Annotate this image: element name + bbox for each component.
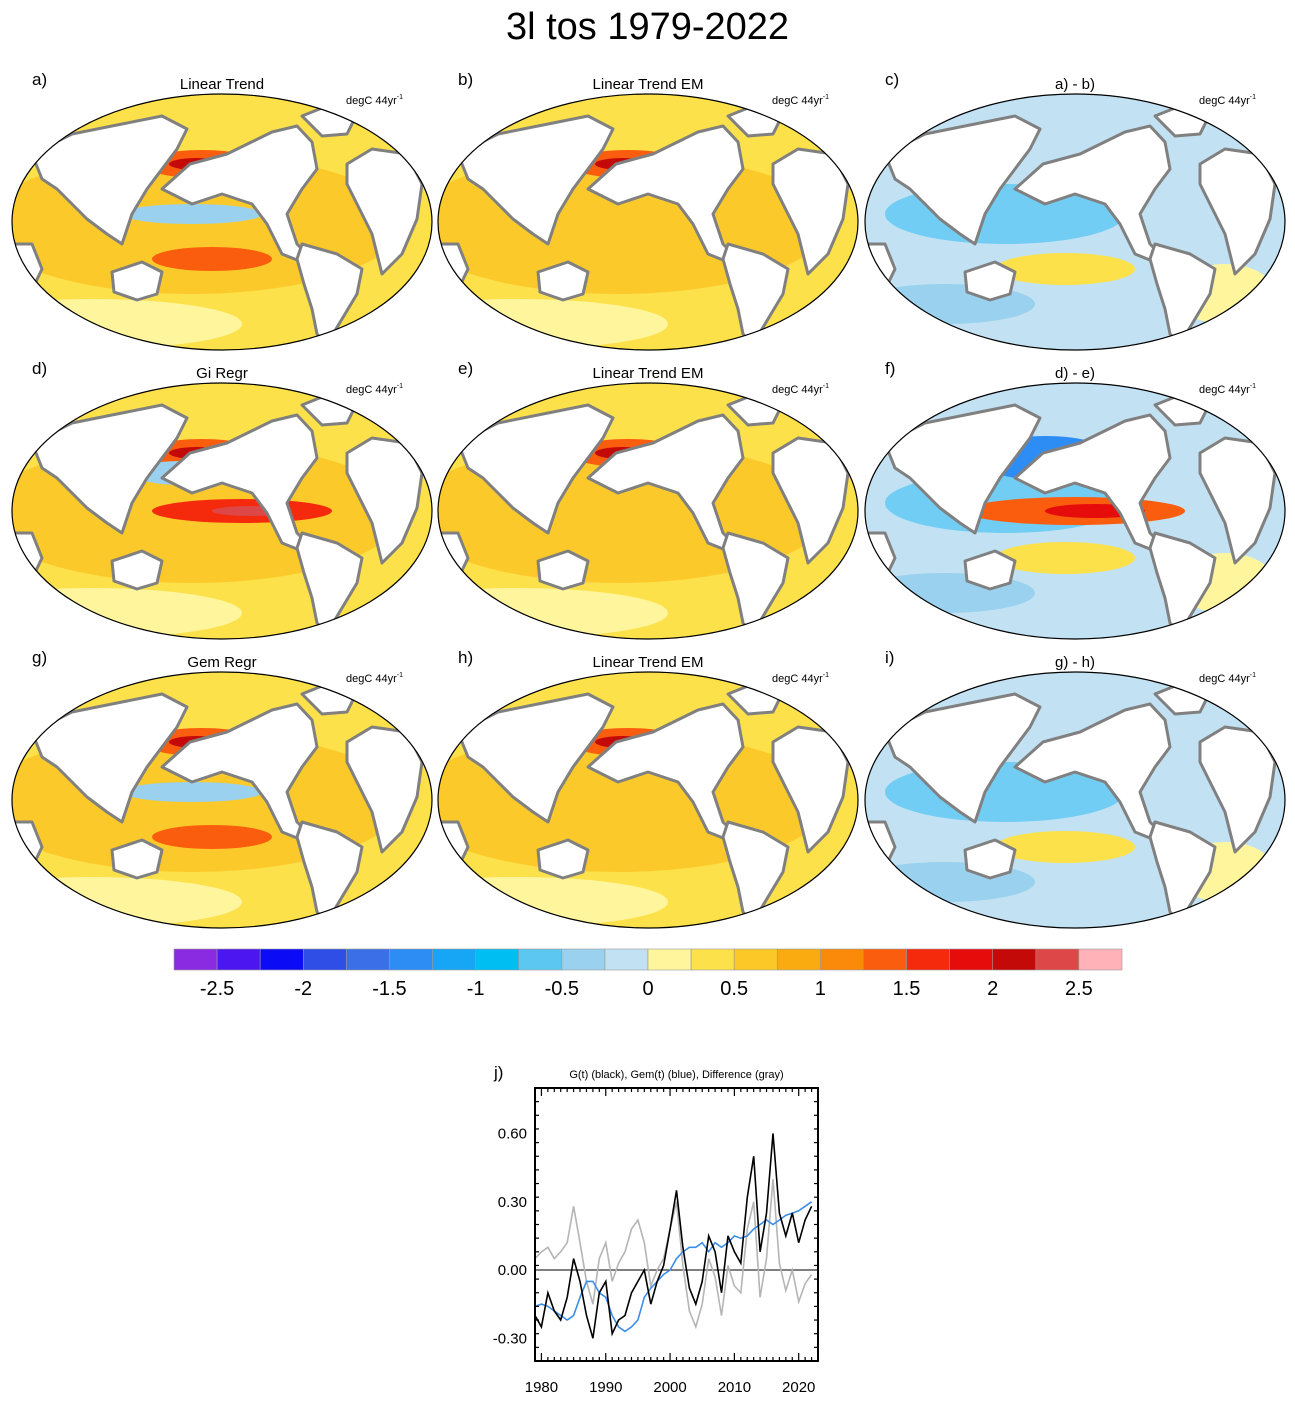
colorbar-box — [992, 948, 1037, 971]
panel-units: degC 44yr-1 — [772, 94, 829, 107]
panel-units: degC 44yr-1 — [1199, 672, 1256, 685]
panel-units-superscript: -1 — [823, 94, 829, 101]
map-panel: e) Linear Trend EM degC 44yr-1 — [437, 359, 859, 640]
colorbar-box — [690, 948, 735, 971]
panel-units-superscript: -1 — [1250, 94, 1256, 101]
panel-letter: h) — [458, 648, 473, 667]
panel-title: g) - h) — [1055, 654, 1095, 671]
colorbar-tick-label: 1.5 — [893, 978, 921, 1000]
colorbar-box — [561, 948, 606, 971]
panel-letter: f) — [885, 359, 895, 378]
x-tick-label: 1990 — [589, 1379, 622, 1396]
page-title: 3l tos 1979-2022 — [505, 6, 790, 48]
timeseries-chart: 1980 1990 2000 2010 2020 -0.30 0.00 0.30 0.60 j) G… — [493, 1063, 819, 1396]
map-panel: c) a) - b) degC 44yr-1 — [864, 70, 1286, 351]
panel-letter: a) — [32, 70, 47, 89]
panel-units: degC 44yr-1 — [346, 94, 403, 107]
panel-units-superscript: -1 — [397, 672, 403, 679]
panel-letter: d) — [32, 359, 47, 378]
colorbar-box — [949, 948, 994, 971]
panel-title: Linear Trend — [180, 76, 264, 93]
colorbar: -2.5 -2 -1.5 -1 -0.5 0 0.5 1 1.5 2 2.5 — [173, 948, 1123, 1000]
map-panel: a) Linear Trend degC 44yr-1 — [11, 70, 433, 351]
panel-units-superscript: -1 — [823, 383, 829, 390]
colorbar-box — [173, 948, 218, 971]
colorbar-box — [906, 948, 950, 971]
y-tick-label: 0.00 — [498, 1262, 527, 1279]
panel-units-superscript: -1 — [1250, 383, 1256, 390]
series-line — [534, 1178, 813, 1330]
map-panel: b) Linear Trend EM degC 44yr-1 — [437, 70, 859, 351]
panel-letter: i) — [885, 648, 894, 667]
colorbar-tick-label: 2.5 — [1065, 978, 1093, 1000]
panel-letter: j) — [493, 1063, 503, 1082]
colorbar-tick-label: -0.5 — [545, 978, 579, 1000]
colorbar-tick-label: 0.5 — [720, 978, 748, 1000]
map-panel: i) g) - h) degC 44yr-1 — [864, 648, 1286, 929]
colorbar-tick-label: -2 — [294, 978, 312, 1000]
colorbar-box — [1078, 948, 1123, 971]
map-panel: g) Gem Regr degC 44yr-1 — [11, 648, 433, 929]
panel-title: Linear Trend EM — [593, 654, 704, 671]
panel-letter: b) — [458, 70, 473, 89]
panel-units: degC 44yr-1 — [1199, 383, 1256, 396]
colorbar-box — [820, 948, 864, 971]
colorbar-box — [733, 948, 778, 971]
colorbar-box — [518, 948, 563, 971]
y-tick-label: -0.30 — [493, 1330, 527, 1347]
colorbar-box — [647, 948, 692, 971]
colorbar-box — [475, 948, 520, 971]
colorbar-tick-label: 0 — [642, 978, 653, 1000]
panel-units: degC 44yr-1 — [772, 672, 829, 685]
panel-units-superscript: -1 — [397, 94, 403, 101]
panel-letter: g) — [32, 648, 47, 667]
colorbar-tick-label: 1 — [815, 978, 826, 1000]
x-tick-label: 2010 — [718, 1379, 751, 1396]
x-tick-label: 2020 — [782, 1379, 815, 1396]
x-tick-label: 1980 — [525, 1379, 558, 1396]
colorbar-tick-label: -2.5 — [200, 978, 234, 1000]
panel-title: a) - b) — [1055, 76, 1095, 93]
panel-letter: c) — [885, 70, 899, 89]
panel-title: Linear Trend EM — [593, 76, 704, 93]
y-tick-label: 0.60 — [498, 1126, 527, 1143]
colorbar-tick-label: -1.5 — [372, 978, 406, 1000]
panel-title: Gi Regr — [196, 365, 248, 382]
map-panel: f) d) - e) degC 44yr-1 — [864, 359, 1286, 640]
panel-units: degC 44yr-1 — [772, 383, 829, 396]
panel-units: degC 44yr-1 — [346, 383, 403, 396]
colorbar-box — [1035, 948, 1080, 971]
panel-units: degC 44yr-1 — [1199, 94, 1256, 107]
y-tick-label: 0.30 — [498, 1194, 527, 1211]
colorbar-box — [863, 948, 907, 971]
colorbar-box — [216, 948, 261, 971]
panel-units: degC 44yr-1 — [346, 672, 403, 685]
colorbar-box — [259, 948, 304, 971]
panel-title: d) - e) — [1055, 365, 1095, 382]
colorbar-box — [604, 948, 649, 971]
map-panel: d) Gi Regr degC 44yr-1 — [11, 359, 433, 640]
panel-title: Gem Regr — [187, 654, 256, 671]
series-line — [534, 1133, 813, 1339]
panel-letter: e) — [458, 359, 473, 378]
colorbar-tick-label: 2 — [987, 978, 998, 1000]
colorbar-box — [432, 948, 476, 971]
chart-title: G(t) (black), Gem(t) (blue), Difference … — [569, 1069, 783, 1081]
colorbar-box — [302, 948, 347, 971]
colorbar-box — [346, 948, 390, 971]
panel-units-superscript: -1 — [397, 383, 403, 390]
colorbar-box — [776, 948, 821, 971]
panel-units-superscript: -1 — [1250, 672, 1256, 679]
colorbar-tick-label: -1 — [467, 978, 485, 1000]
x-tick-label: 2000 — [653, 1379, 686, 1396]
panel-units-superscript: -1 — [823, 672, 829, 679]
colorbar-box — [389, 948, 433, 971]
panel-title: Linear Trend EM — [593, 365, 704, 382]
map-panel: h) Linear Trend EM degC 44yr-1 — [437, 648, 859, 929]
